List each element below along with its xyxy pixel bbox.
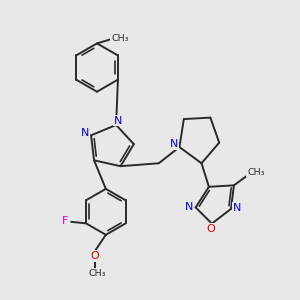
Text: CH₃: CH₃	[111, 34, 129, 43]
Text: CH₃: CH₃	[247, 168, 265, 177]
Text: O: O	[207, 224, 216, 234]
Text: N: N	[80, 128, 89, 138]
Text: F: F	[61, 216, 68, 226]
Text: N: N	[185, 202, 193, 212]
Text: CH₃: CH₃	[88, 268, 106, 278]
Text: O: O	[90, 251, 99, 261]
Text: N: N	[114, 116, 123, 126]
Text: N: N	[233, 203, 241, 213]
Text: N: N	[170, 139, 178, 149]
